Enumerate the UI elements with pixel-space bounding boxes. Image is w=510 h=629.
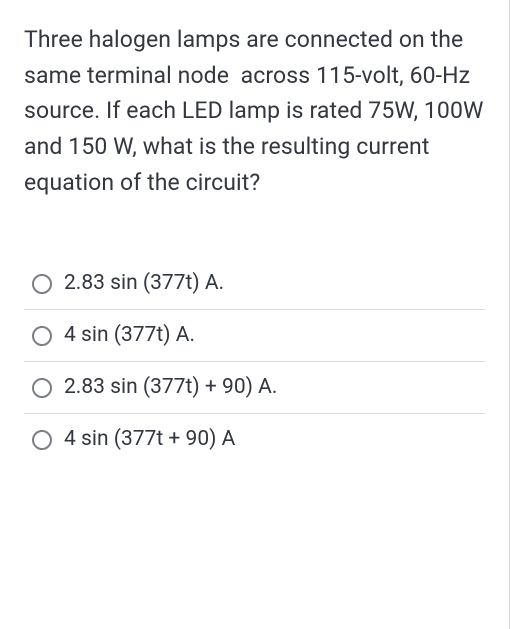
option-row[interactable]: 4 sin (377t + 90) A (24, 414, 485, 465)
option-row[interactable]: 4 sin (377t) A. (24, 310, 485, 362)
radio-icon[interactable] (32, 430, 52, 450)
question-text: Three halogen lamps are connected on the… (24, 22, 485, 200)
option-label: 4 sin (377t + 90) A (64, 429, 235, 450)
options-list: 2.83 sin (377t) A. 4 sin (377t) A. 2.83 … (24, 258, 485, 465)
radio-icon[interactable] (32, 378, 52, 398)
option-row[interactable]: 2.83 sin (377t) A. (24, 258, 485, 310)
option-label: 2.83 sin (377t) A. (64, 273, 224, 294)
option-label: 2.83 sin (377t) + 90) A. (64, 377, 277, 398)
option-label: 4 sin (377t) A. (64, 325, 195, 346)
option-row[interactable]: 2.83 sin (377t) + 90) A. (24, 362, 485, 414)
question-card: Three halogen lamps are connected on the… (0, 0, 510, 629)
radio-icon[interactable] (32, 326, 52, 346)
radio-icon[interactable] (32, 274, 52, 294)
